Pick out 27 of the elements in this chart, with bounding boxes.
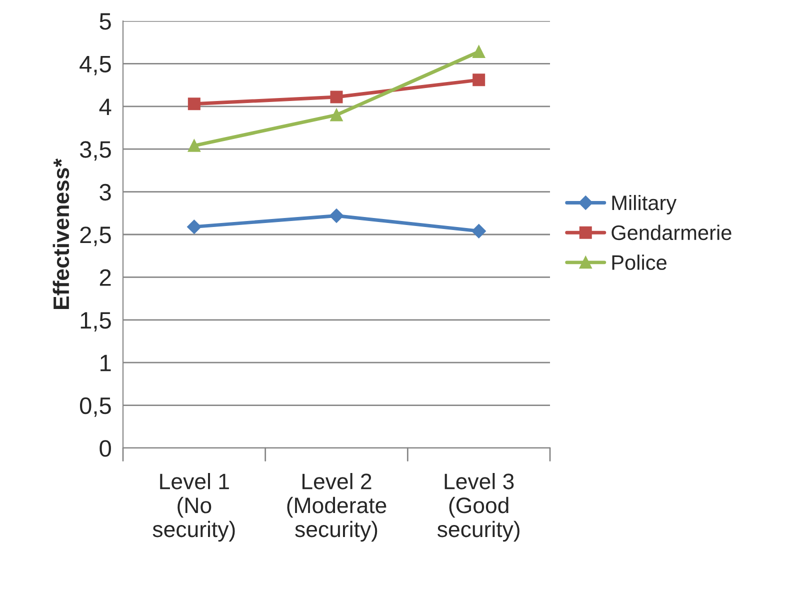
y-tick-label: 5 (100, 13, 111, 30)
y-tick-label: 4 (99, 98, 112, 115)
point (330, 108, 343, 122)
legend-label: Gendarmerie (612, 224, 732, 240)
y-tick-label: 2,5 (80, 226, 111, 246)
point (329, 208, 344, 223)
point (472, 74, 486, 86)
y-tick-label: 2 (100, 269, 111, 286)
y-tick-label: 1 (100, 354, 111, 372)
point (188, 139, 200, 152)
point (330, 90, 343, 104)
point (472, 45, 486, 58)
x-tick-label: Level 1 (No security) (152, 473, 235, 542)
y-tick-label: 3,5 (80, 141, 111, 161)
x-tick-label: Level 3 (Good security) (437, 473, 520, 542)
point (187, 220, 202, 234)
point (188, 98, 200, 110)
point (472, 224, 486, 238)
x-tick-label: Level 2 (Moderate security) (287, 473, 386, 542)
y-tick-label: 1,5 (80, 312, 111, 332)
y-tick-label: 0,5 (80, 397, 111, 417)
y-tick-label: 4,5 (80, 56, 111, 76)
y-tick-label: 3 (100, 184, 111, 201)
legend-label: Police (612, 254, 666, 270)
legend-label: Military (612, 194, 677, 214)
y-axis-title: Effectiveness* (52, 158, 70, 309)
y-tick-label: 0 (100, 440, 111, 457)
